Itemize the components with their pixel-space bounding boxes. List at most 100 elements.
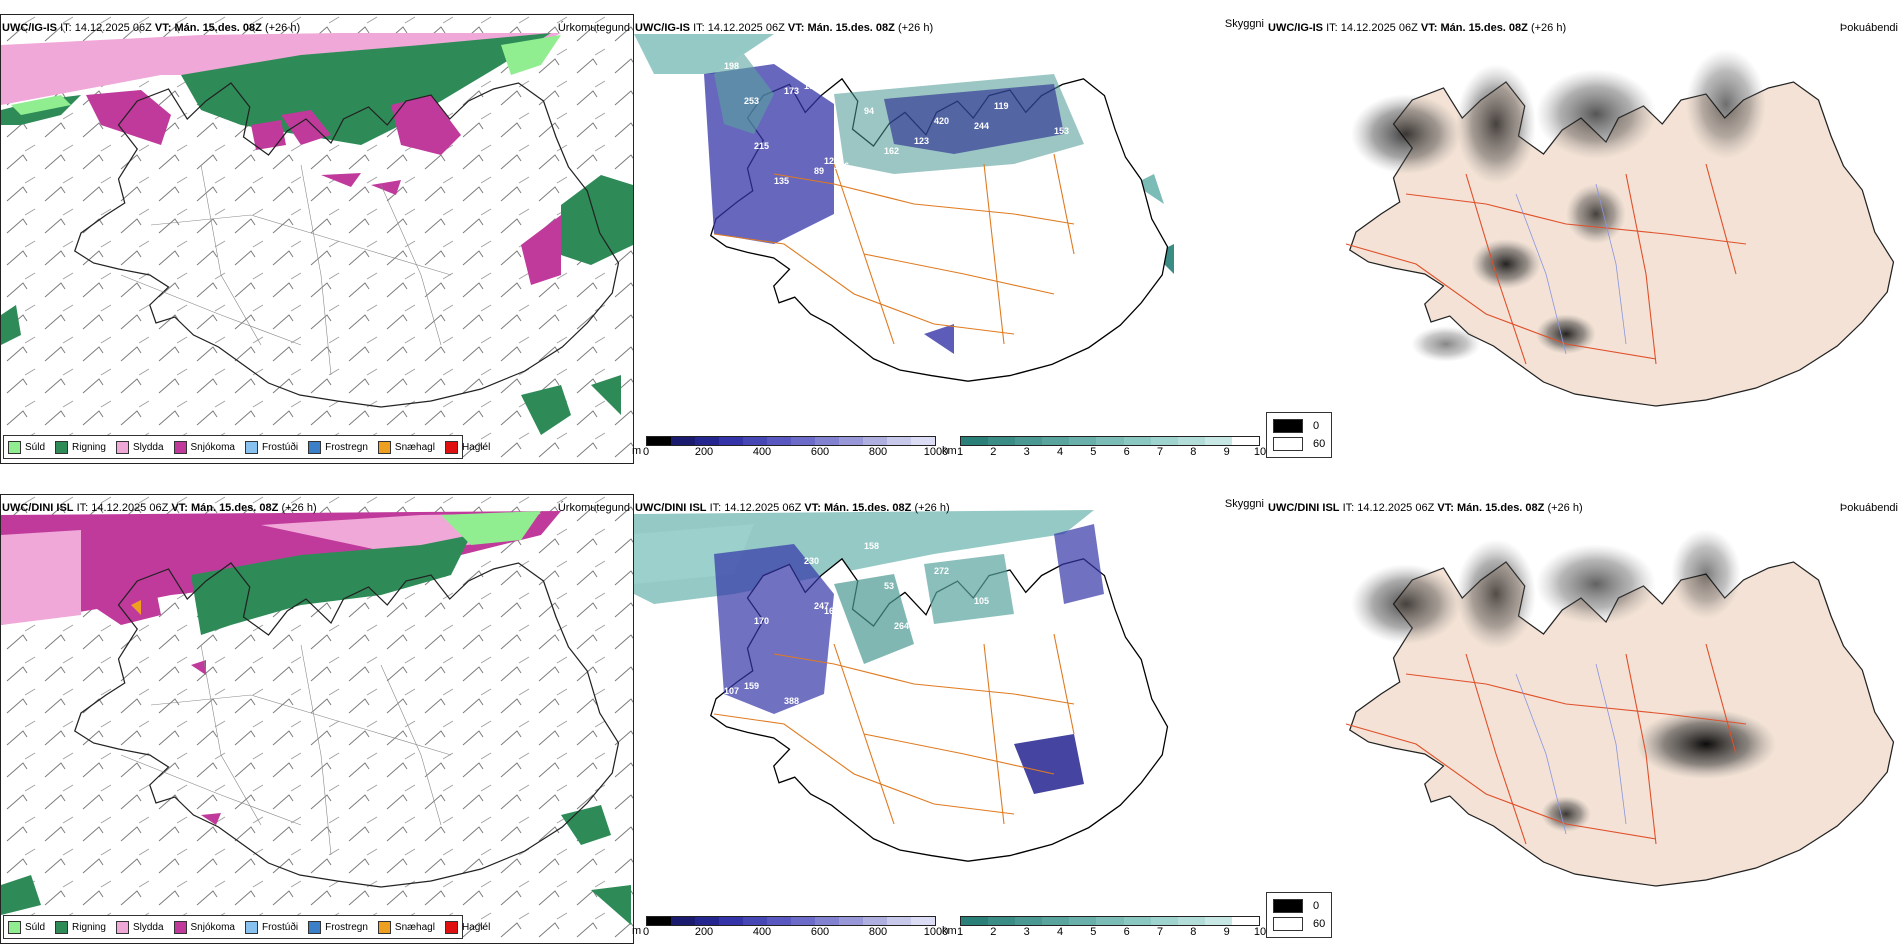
ceiling-value-label: 194 [804, 81, 819, 91]
legend-item: Snæhagl [377, 440, 435, 454]
vis-color-cell [988, 437, 1016, 445]
legend-label: Snjókoma [190, 441, 235, 453]
legend-swatch [173, 920, 187, 934]
model-name: UWC/DINI ISL [1268, 502, 1340, 514]
fog-key-swatch [1273, 917, 1303, 931]
colorbar-tick-label: 0 [642, 446, 650, 458]
legend-swatch [8, 920, 21, 934]
ceiling-value-label: 388 [784, 696, 799, 706]
colorbar-tick-label: 7 [1156, 446, 1164, 458]
header-fog-bottom: UWC/DINI ISL IT: 14.12.2025 06Z VT: Mán.… [1268, 502, 1583, 515]
vt-value: Mán. 15.des. 08Z [190, 502, 279, 514]
ceiling-colorbar-bottom: 0 200 400 600 800 1000 m [632, 916, 948, 940]
vt-value: Mán. 15.des. 08Z [823, 502, 912, 514]
it-value: 14.12.2025 06Z [91, 502, 169, 514]
vis-color-cell [1123, 917, 1151, 925]
precip-type-map-top [1, 15, 633, 463]
legend-item: Súld [8, 920, 46, 934]
title-vis-top: Skyggni [1224, 18, 1264, 30]
ceiling-color-cell [839, 437, 863, 445]
fog-panel-bottom [1266, 494, 1900, 942]
colorbar-tick-label: 1000 [923, 926, 949, 938]
ceiling-color-cell [911, 917, 935, 925]
ceiling-colorbar-ticks: 0 200 400 600 800 1000 [642, 446, 948, 460]
fog-key-label: 60 [1313, 918, 1326, 930]
ceiling-color-cell [743, 437, 767, 445]
ceiling-colorbar-top: 0 200 400 600 800 1000 m [632, 436, 948, 460]
it-label: IT: [1326, 22, 1338, 34]
legend-swatch [444, 440, 458, 454]
legend-swatch [308, 440, 322, 454]
fog-key-swatch [1273, 419, 1303, 433]
legend-label: Súld [25, 921, 46, 933]
ceiling-color-cell [791, 437, 815, 445]
ceiling-unit: m [632, 445, 642, 457]
legend-label: Súld [25, 441, 46, 453]
it-value: 14.12.2025 06Z [1340, 22, 1418, 34]
vis-color-cell [1204, 917, 1232, 925]
visibility-map-bottom: 247 272 139 170 158 244 160 230 57 53 159 199 105 388… [634, 510, 1169, 862]
ceiling-colorbar-cells [646, 916, 936, 926]
vis-color-cell [1042, 437, 1070, 445]
legend-label: Frostúði [261, 441, 299, 453]
legend-swatch [55, 440, 69, 454]
fog-key-row: 60 [1273, 435, 1325, 453]
it-label: IT: [1342, 502, 1355, 514]
colorbar-tick-label: 5 [1090, 926, 1097, 938]
it-value: 14.12.2025 06Z [1357, 502, 1435, 514]
fog-key-row: 0 [1273, 417, 1325, 435]
ceiling-color-cell [695, 917, 719, 925]
legend-item: Rigning [55, 440, 106, 454]
ceiling-value-label: 173 [784, 86, 799, 96]
colorbar-tick-label: 2 [990, 446, 997, 458]
lead-time: (+26 h) [264, 22, 301, 34]
vis-colorbar-ticks: 1 2 3 4 5 6 7 8 9 10 [957, 926, 1266, 940]
ceiling-value-label: 371 [894, 186, 909, 196]
vt-label: VT: [1437, 502, 1454, 514]
ceiling-value-label: 94 [864, 106, 874, 116]
ceiling-color-cell [671, 437, 695, 445]
ceiling-value-label: 420 [934, 116, 949, 126]
vis-colorbar-cells [960, 916, 1260, 926]
ceiling-value-label: 115 [914, 586, 929, 596]
vis-color-cell [1231, 917, 1260, 925]
colorbar-tick-label: 4 [1056, 926, 1064, 938]
colorbar-tick-label: 600 [810, 926, 830, 938]
legend-label: Slydda [132, 921, 164, 933]
vis-color-cell [961, 917, 989, 925]
ceiling-color-cell [695, 437, 719, 445]
vis-color-cell [1231, 437, 1260, 445]
model-name: UWC/DINI ISL [2, 502, 74, 514]
ceiling-color-cell [815, 917, 839, 925]
legend-label: Frostregn [325, 921, 368, 933]
ceiling-value-label: 244 [1084, 641, 1099, 651]
vis-color-cell [1150, 917, 1178, 925]
ceiling-value-label: 153 [1054, 126, 1069, 136]
it-label: IT: [693, 22, 705, 34]
vis-colorbar-bottom: 1 2 3 4 5 6 7 8 9 10 km [942, 916, 1266, 940]
fog-key-bottom: 0 60 [1266, 892, 1333, 938]
fog-panel-top [1266, 14, 1900, 462]
colorbar-tick-label: 6 [1123, 446, 1130, 458]
legend-item: Rigning [55, 920, 106, 934]
ceiling-value-label: 198 [724, 61, 739, 71]
ceiling-color-cell [863, 917, 887, 925]
vis-color-cell [1042, 917, 1070, 925]
legend-item: Slydda [115, 440, 164, 454]
title-vis-bottom: Skyggni [1224, 498, 1264, 510]
legend-swatch [377, 440, 391, 454]
lead-time: (+26 h) [897, 22, 934, 34]
ceiling-color-cell [671, 917, 695, 925]
legend-swatch [244, 440, 258, 454]
lead-time: (+26 h) [1530, 22, 1567, 34]
it-label: IT: [60, 22, 72, 34]
visibility-panel-bottom: 247 272 139 170 158 244 160 230 57 53 159 199 105 388… [634, 494, 1264, 942]
lead-time: (+26 h) [281, 502, 317, 514]
ceiling-value-label: 126 [834, 161, 849, 171]
colorbar-tick-label: 5 [1090, 446, 1097, 458]
model-name: UWC/DINI ISL [635, 502, 707, 514]
ceiling-value-label: 230 [804, 556, 819, 566]
header-fog-top: UWC/IG-IS IT: 14.12.2025 06Z VT: Mán. 15… [1268, 22, 1566, 35]
legend-label: Snæhagl [394, 441, 435, 453]
legend-label: Snjókoma [190, 921, 235, 933]
